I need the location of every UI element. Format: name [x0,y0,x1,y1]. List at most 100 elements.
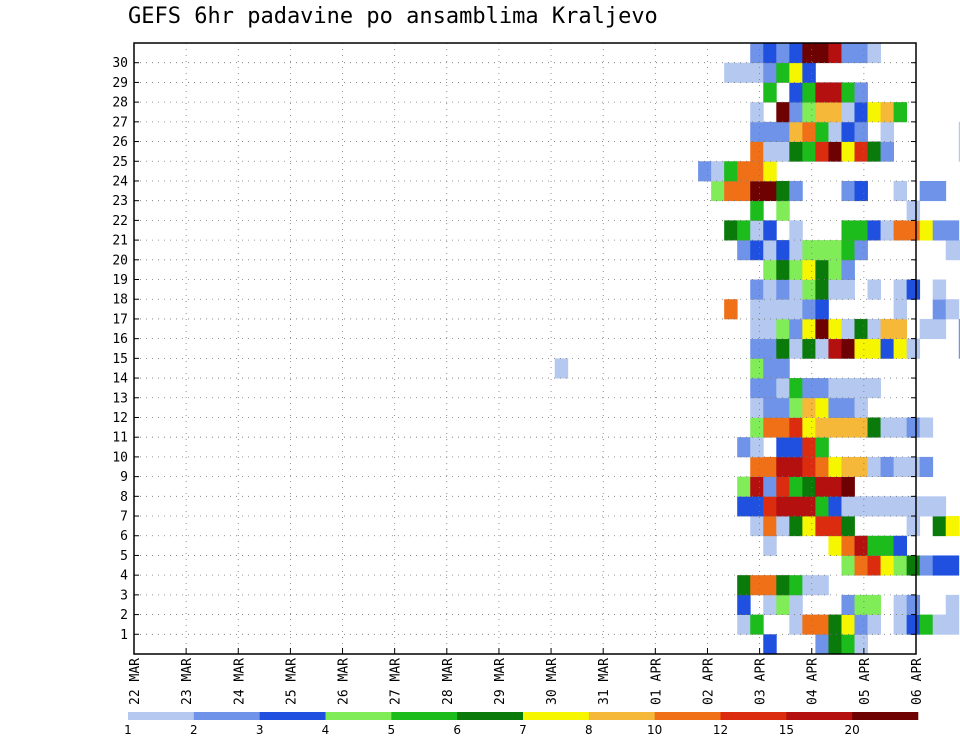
y-tick-label: 7 [120,510,128,525]
heat-cell [880,102,894,123]
heat-cell [828,279,842,300]
x-tick-label: 23 MAR [180,658,195,705]
heat-cell [776,279,790,300]
heat-cell [763,161,777,182]
heat-cell [776,180,790,202]
heat-cell [841,121,855,142]
heat-cell [880,141,894,162]
y-tick-label: 1 [120,628,128,643]
heat-cell [841,476,855,497]
heat-cell [841,43,855,64]
heat-cell [958,338,960,359]
heat-cell [841,259,855,280]
heat-cell [880,456,894,478]
heat-cell [854,535,868,556]
heat-cell [763,634,777,655]
legend-swatch [786,712,853,720]
heat-cell [789,397,803,418]
y-tick-label: 30 [112,56,128,71]
heat-cell [815,378,829,399]
heat-cell [802,279,816,300]
y-tick-label: 17 [112,312,128,327]
heat-cell [841,180,855,202]
heat-cell [893,535,908,556]
y-tick-label: 16 [112,332,128,347]
heat-cell [789,102,803,123]
heat-cell [919,614,934,635]
legend-label: 20 [845,723,860,737]
heat-cell [802,299,816,320]
y-tick-label: 2 [120,608,128,623]
heat-cell [906,555,921,576]
heat-cell [880,121,894,142]
heat-cell [854,634,868,655]
heat-cell [867,338,881,359]
heat-cell [828,476,842,497]
heat-cell [763,279,777,300]
heat-cell [802,318,816,340]
heat-cell [737,575,751,596]
heat-cell [737,220,751,241]
y-tick-label: 18 [112,293,128,308]
heat-cell [802,82,816,103]
heat-cell [945,240,960,261]
heat-cell [724,180,738,202]
heat-cell [815,496,829,517]
heat-cell [776,62,790,83]
heat-cell [750,614,764,635]
heat-cell [789,279,803,300]
heat-cell [802,476,816,497]
heat-cell [802,614,816,635]
heat-cell [906,200,921,221]
heat-cell [763,180,777,202]
gridlines [134,43,916,654]
heat-cell [880,535,894,556]
heat-cell [776,141,790,162]
heat-cell [841,516,855,537]
heat-cell [698,161,712,182]
heat-cell [945,614,960,635]
heat-cell [945,516,960,537]
heat-cell [841,555,855,576]
heat-cell [854,240,868,261]
heat-cell [750,279,764,300]
heat-cell [945,594,960,615]
heat-cell [789,43,803,64]
heat-cell [945,299,960,320]
y-tick-label: 25 [112,155,128,170]
heat-cell [737,594,751,615]
heat-cell [763,299,777,320]
y-tick-label: 6 [120,529,128,544]
heat-cell [828,82,842,103]
y-tick-label: 12 [112,411,128,426]
y-tick-label: 20 [112,253,128,268]
y-tick-label: 29 [112,76,128,91]
heat-cell [763,62,777,83]
legend-label: 8 [585,723,593,737]
legend-label: 4 [322,723,330,737]
heat-cell [776,575,790,596]
x-tick-label: 05 APR [858,658,873,705]
heat-cell [945,555,960,576]
y-tick-label: 11 [112,431,128,446]
x-tick-label: 02 APR [701,658,716,705]
heat-cell [737,240,751,261]
heat-cell [841,535,855,556]
heat-cell [828,141,842,162]
heat-cell [867,279,881,300]
heat-cell [880,220,894,241]
x-tick-label: 01 APR [649,658,664,705]
heat-cell [854,102,868,123]
heat-cell [880,338,894,359]
x-tick-label: 30 MAR [545,658,560,705]
heat-cell [750,102,764,123]
heat-cell [763,338,777,359]
heat-cell [919,555,934,576]
heat-cell [815,575,829,596]
heat-cell [763,358,777,379]
heat-cell [958,141,960,162]
heat-cell [789,62,803,83]
heat-cell [789,180,803,202]
x-tick-label: 24 MAR [232,658,247,705]
heat-cell [789,82,803,103]
